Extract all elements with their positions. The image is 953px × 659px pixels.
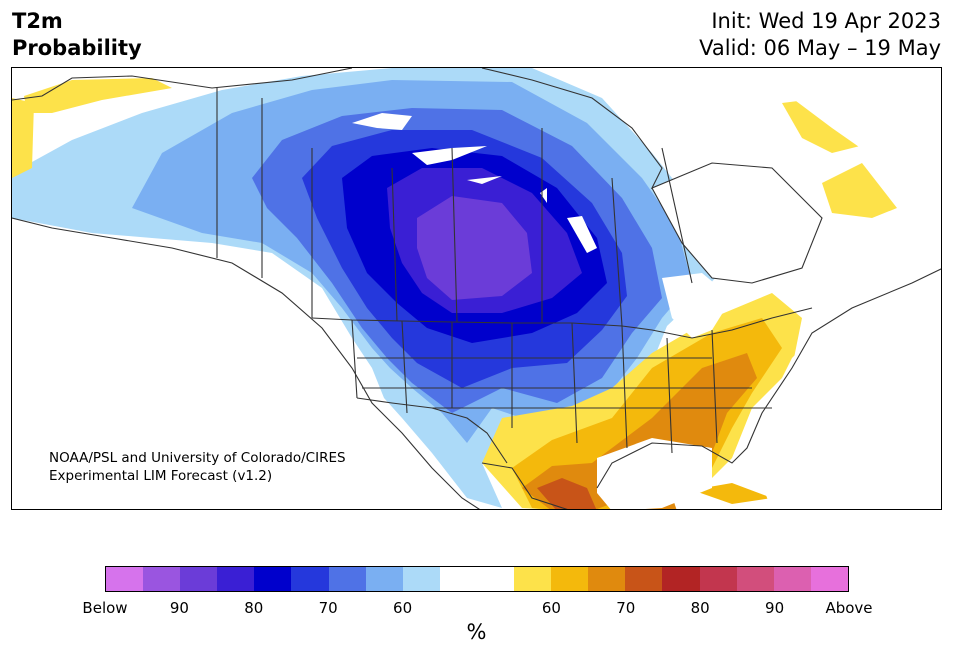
lake-great-bear: [352, 113, 412, 130]
warm-patch-cuba: [692, 483, 772, 504]
credit-line-1: NOAA/PSL and University of Colorado/CIRE…: [49, 450, 346, 466]
colorbar-tick-4: 60: [393, 599, 413, 617]
atlantic-ocean: [752, 268, 941, 509]
colorbar-tick-9: Above: [825, 599, 873, 617]
valid-range: Valid: 06 May – 19 May: [699, 36, 941, 60]
colorbar-tick-5: 60: [541, 599, 561, 617]
lake-athabasca: [467, 176, 502, 184]
cold-contour-97: [417, 196, 532, 300]
coastline-west: [12, 217, 480, 509]
colorbar-segment-3: [217, 567, 255, 591]
init-date: Init: Wed 19 Apr 2023: [711, 9, 941, 33]
colorbar-tick-3: 70: [318, 599, 338, 617]
colorbar-ticks: Below 90 80 70 60 60 70 80 90 Above: [82, 599, 872, 619]
warm-patch-arctic: [12, 98, 34, 178]
colorbar-tick-6: 70: [616, 599, 636, 617]
colorbar-unit-label: %: [466, 620, 487, 644]
colorbar-segment-8: [402, 567, 440, 591]
colorbar-segment-18: [773, 567, 811, 591]
colorbar-tick-0: Below: [82, 599, 128, 617]
colorbar-segment-11: [514, 567, 552, 591]
colorbar-segment-5: [291, 567, 329, 591]
colorbar-segment-14: [625, 567, 663, 591]
lake-winnipeg: [567, 216, 597, 253]
colorbar-segment-9: [439, 567, 477, 591]
colorbar-tick-8: 90: [765, 599, 785, 617]
credit-line-2: Experimental LIM Forecast (v1.2): [49, 468, 273, 484]
lake-great-slave: [412, 146, 487, 165]
greenland-gap: [717, 68, 941, 178]
colorbar-segment-4: [254, 567, 292, 591]
colorbar-tick-7: 80: [690, 599, 710, 617]
warm-contour-90: [537, 478, 597, 509]
great-lakes: [662, 273, 732, 338]
colorbar-segment-10: [476, 567, 515, 591]
credit-text: NOAA/PSL and University of Colorado/CIRE…: [49, 449, 346, 485]
colorbar-segment-2: [180, 567, 218, 591]
colorbar-segment-6: [328, 567, 366, 591]
hudson-bay: [652, 163, 822, 283]
colorbar-tick-1: 90: [169, 599, 189, 617]
map-title: T2m Probability: [12, 8, 142, 62]
colorbar-segment-19: [810, 567, 848, 591]
colorbar-segment-17: [736, 567, 774, 591]
probability-colorbar: [105, 566, 849, 592]
coastline-north: [12, 68, 823, 284]
province-borders: [216, 88, 693, 327]
us-canada-border: [311, 307, 813, 339]
probability-map: [12, 68, 941, 509]
colorbar-segment-7: [365, 567, 403, 591]
colorbar-segment-12: [551, 567, 589, 591]
colorbar-segment-0: [106, 567, 144, 591]
colorbar-segment-1: [143, 567, 181, 591]
pacific-ocean: [12, 238, 461, 509]
title-line-product: Probability: [12, 36, 142, 60]
warm-patch-alaska: [24, 78, 172, 113]
state-borders: [351, 319, 772, 454]
title-line-variable: T2m: [12, 9, 63, 33]
colorbar-segment-16: [699, 567, 737, 591]
us-mexico-border: [356, 397, 508, 464]
coastline-gulf: [481, 268, 941, 509]
forecast-dates: Init: Wed 19 Apr 2023 Valid: 06 May – 19…: [699, 8, 941, 62]
colorbar-segment-13: [588, 567, 626, 591]
forecast-map: [11, 67, 942, 510]
warm-patch-hudson: [822, 163, 897, 218]
colorbar-segment-15: [662, 567, 700, 591]
colorbar-tick-2: 80: [244, 599, 264, 617]
warm-contour-80: [522, 353, 757, 509]
